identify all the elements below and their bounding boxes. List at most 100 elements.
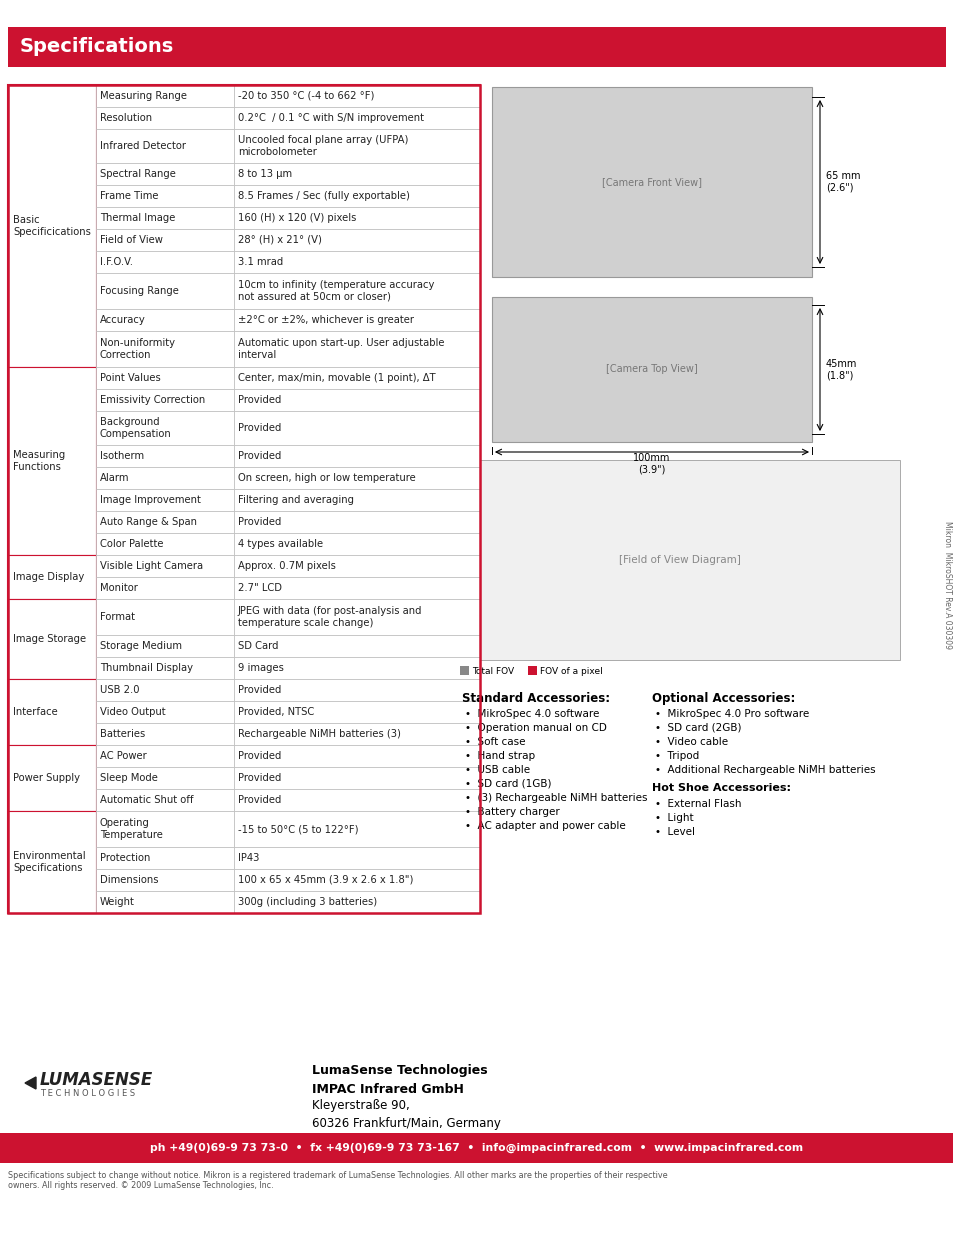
Text: Image Improvement: Image Improvement xyxy=(100,495,201,505)
Text: 2.7" LCD: 2.7" LCD xyxy=(237,583,282,593)
Bar xyxy=(233,367,479,389)
Text: •  MikroSpec 4.0 software: • MikroSpec 4.0 software xyxy=(464,709,598,719)
Text: •  SD card (2GB): • SD card (2GB) xyxy=(655,722,740,734)
Bar xyxy=(233,128,479,163)
Text: Batteries: Batteries xyxy=(100,729,145,739)
Bar xyxy=(96,635,233,657)
Bar xyxy=(233,273,479,309)
Text: Rechargeable NiMH batteries (3): Rechargeable NiMH batteries (3) xyxy=(237,729,400,739)
Bar xyxy=(233,389,479,411)
Text: 160 (H) x 120 (V) pixels: 160 (H) x 120 (V) pixels xyxy=(237,212,356,224)
Text: Video Output: Video Output xyxy=(100,706,166,718)
Text: •  Soft case: • Soft case xyxy=(464,737,525,747)
Bar xyxy=(96,890,233,913)
Text: Non-uniformity
Correction: Non-uniformity Correction xyxy=(100,338,174,359)
Text: Center, max/min, movable (1 point), ΔT: Center, max/min, movable (1 point), ΔT xyxy=(237,373,436,383)
Text: 300g (including 3 batteries): 300g (including 3 batteries) xyxy=(237,897,376,906)
Text: Interface: Interface xyxy=(13,706,58,718)
Bar xyxy=(233,467,479,489)
Bar xyxy=(459,666,469,676)
Text: 3.1 mrad: 3.1 mrad xyxy=(237,257,283,267)
Text: Specifications: Specifications xyxy=(20,37,174,57)
Text: •  External Flash: • External Flash xyxy=(655,799,740,809)
Bar xyxy=(8,555,96,599)
Bar xyxy=(96,489,233,511)
Bar xyxy=(233,722,479,745)
Bar xyxy=(0,1132,953,1163)
Text: Mikron  MikroSHOT Rev.A 030309: Mikron MikroSHOT Rev.A 030309 xyxy=(943,521,951,650)
Text: •  Tripod: • Tripod xyxy=(655,751,699,761)
Bar xyxy=(233,577,479,599)
Bar xyxy=(233,635,479,657)
Text: Focusing Range: Focusing Range xyxy=(100,287,179,296)
Text: 45mm
(1.8"): 45mm (1.8") xyxy=(825,358,857,380)
Bar xyxy=(96,273,233,309)
Bar xyxy=(233,847,479,869)
Text: Provided: Provided xyxy=(237,451,281,461)
Bar xyxy=(96,389,233,411)
Bar xyxy=(8,811,96,913)
Bar xyxy=(96,511,233,534)
Bar xyxy=(96,599,233,635)
Text: AC Power: AC Power xyxy=(100,751,147,761)
Bar xyxy=(96,534,233,555)
Bar xyxy=(233,599,479,635)
Text: Image Storage: Image Storage xyxy=(13,634,86,643)
Text: Provided: Provided xyxy=(237,795,281,805)
Text: 100 x 65 x 45mm (3.9 x 2.6 x 1.8"): 100 x 65 x 45mm (3.9 x 2.6 x 1.8") xyxy=(237,876,413,885)
Bar xyxy=(233,489,479,511)
Text: Total FOV: Total FOV xyxy=(472,667,514,676)
Bar xyxy=(96,811,233,847)
Bar xyxy=(96,767,233,789)
Text: Storage Medium: Storage Medium xyxy=(100,641,182,651)
Bar xyxy=(233,657,479,679)
Text: Format: Format xyxy=(100,613,135,622)
Text: Power Supply: Power Supply xyxy=(13,773,80,783)
Text: Operating
Temperature: Operating Temperature xyxy=(100,819,163,840)
Text: •  Hand strap: • Hand strap xyxy=(464,751,535,761)
Text: •  Light: • Light xyxy=(655,813,693,823)
Text: ±2°C or ±2%, whichever is greater: ±2°C or ±2%, whichever is greater xyxy=(237,315,414,325)
Bar xyxy=(96,577,233,599)
Text: •  SD card (1GB): • SD card (1GB) xyxy=(464,779,551,789)
Text: Background
Compensation: Background Compensation xyxy=(100,417,172,438)
Bar xyxy=(96,228,233,251)
Text: 100mm
(3.9"): 100mm (3.9") xyxy=(633,453,670,474)
Bar xyxy=(233,789,479,811)
Text: JPEG with data (for post-analysis and
temperature scale change): JPEG with data (for post-analysis and te… xyxy=(237,606,422,627)
Bar xyxy=(233,701,479,722)
Bar xyxy=(8,85,96,367)
Bar xyxy=(8,85,479,913)
Bar xyxy=(96,745,233,767)
Text: Uncooled focal plane array (UFPA)
microbolometer: Uncooled focal plane array (UFPA) microb… xyxy=(237,135,408,157)
Text: Provided: Provided xyxy=(237,685,281,695)
Bar xyxy=(233,207,479,228)
Bar xyxy=(8,27,945,67)
Text: Weight: Weight xyxy=(100,897,134,906)
Text: Image Display: Image Display xyxy=(13,572,84,582)
Text: •  Video cable: • Video cable xyxy=(655,737,727,747)
Text: Specifications subject to change without notice. Mikron is a registered trademar: Specifications subject to change without… xyxy=(8,1171,667,1191)
Text: Provided: Provided xyxy=(237,424,281,433)
Text: 0.2°C  / 0.1 °C with S/N improvement: 0.2°C / 0.1 °C with S/N improvement xyxy=(237,112,423,124)
Text: Point Values: Point Values xyxy=(100,373,161,383)
Bar xyxy=(96,722,233,745)
Text: •  MikroSpec 4.0 Pro software: • MikroSpec 4.0 Pro software xyxy=(655,709,808,719)
Bar xyxy=(233,251,479,273)
Bar xyxy=(96,445,233,467)
Text: Isotherm: Isotherm xyxy=(100,451,144,461)
Text: Automatic upon start-up. User adjustable
interval: Automatic upon start-up. User adjustable… xyxy=(237,338,444,359)
Text: -20 to 350 °C (-4 to 662 °F): -20 to 350 °C (-4 to 662 °F) xyxy=(237,91,374,101)
Text: Kleyerstraße 90,
60326 Frankfurt/Main, Germany: Kleyerstraße 90, 60326 Frankfurt/Main, G… xyxy=(312,1099,500,1130)
Bar xyxy=(233,445,479,467)
Text: 65 mm
(2.6"): 65 mm (2.6") xyxy=(825,172,860,193)
Text: •  Operation manual on CD: • Operation manual on CD xyxy=(464,722,606,734)
Text: Sleep Mode: Sleep Mode xyxy=(100,773,157,783)
Bar xyxy=(96,411,233,445)
Bar xyxy=(8,367,96,555)
Text: Measuring Range: Measuring Range xyxy=(100,91,187,101)
Bar xyxy=(96,185,233,207)
Bar xyxy=(96,128,233,163)
Text: •  Battery charger: • Battery charger xyxy=(464,806,559,818)
Text: Protection: Protection xyxy=(100,853,151,863)
